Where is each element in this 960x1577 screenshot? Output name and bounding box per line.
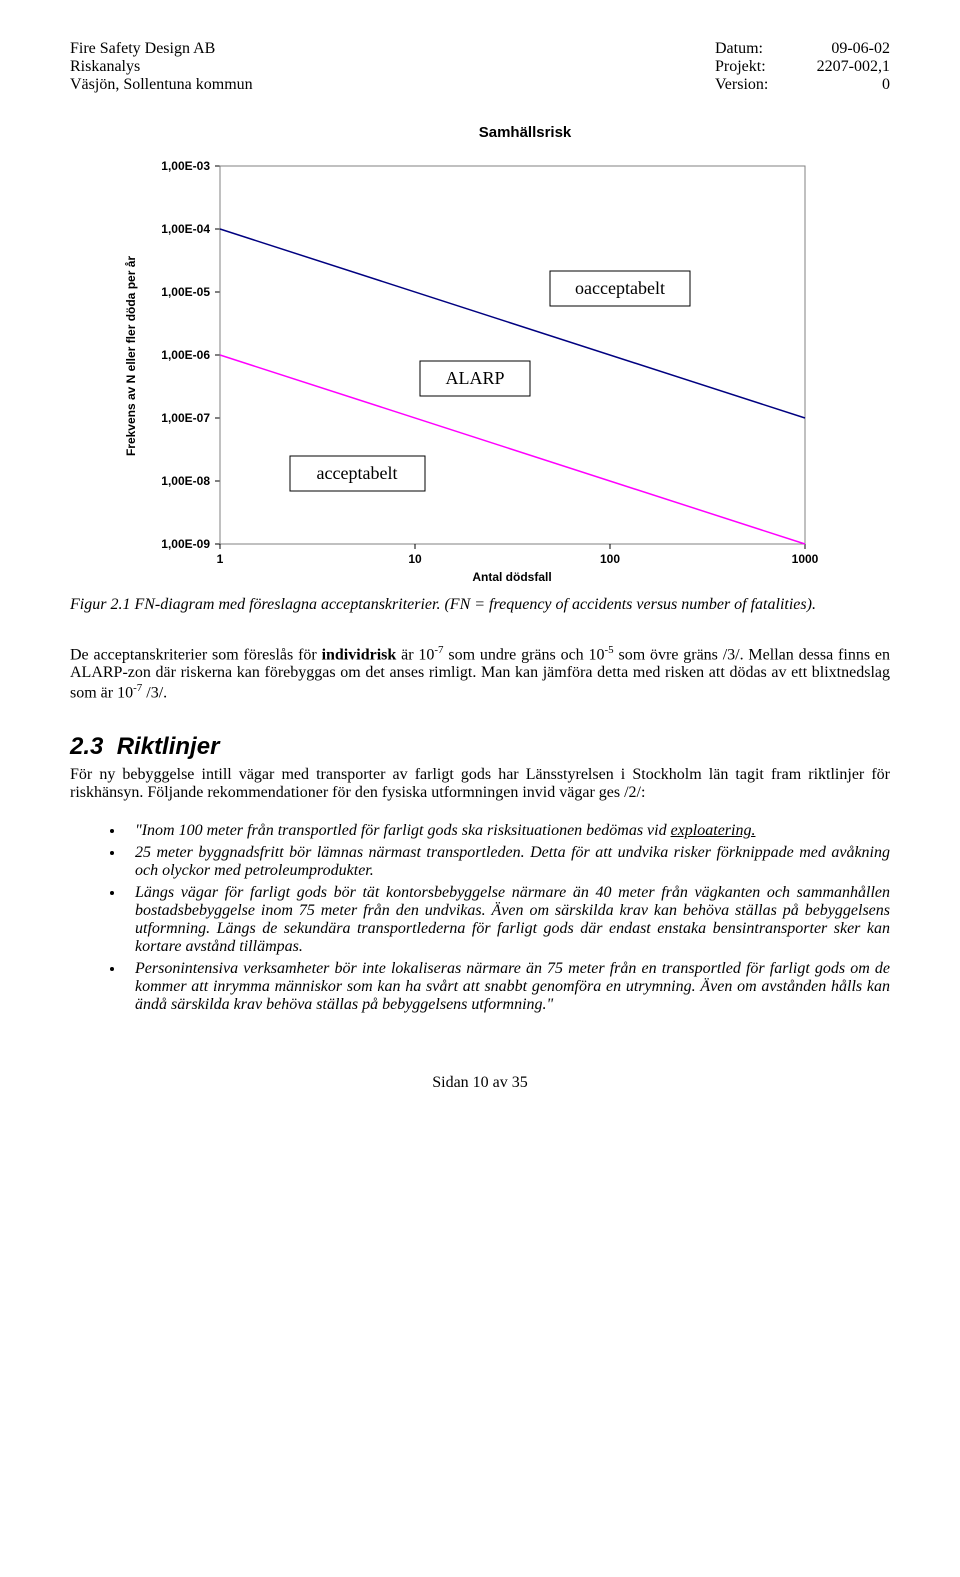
p1-t1: De acceptanskriterier som föreslås för <box>70 646 322 663</box>
header-right: Datum: 09-06-02 Projekt: 2207-002,1 Vers… <box>715 40 890 94</box>
y-tick: 1,00E-09 <box>161 537 210 551</box>
header-date: Datum: 09-06-02 <box>715 40 890 58</box>
bullet-underline: exploatering. <box>671 822 756 839</box>
location: Väsjön, Sollentuna kommun <box>70 76 253 94</box>
version-label: Version: <box>715 76 790 94</box>
oacceptabelt-label: oacceptabelt <box>575 278 665 298</box>
header-left: Fire Safety Design AB Riskanalys Väsjön,… <box>70 40 253 94</box>
figure-caption: Figur 2.1 FN-diagram med föreslagna acce… <box>70 596 890 614</box>
y-tick: 1,00E-04 <box>161 222 210 236</box>
paragraph-acceptance-criteria: De acceptanskriterier som föreslås för i… <box>70 644 890 703</box>
p1-sup1: -7 <box>434 644 443 656</box>
section-number: 2.3 <box>70 733 103 760</box>
paragraph-riktlinjer: För ny bebyggelse intill vägar med trans… <box>70 766 890 802</box>
p1-bold: individrisk <box>322 646 397 663</box>
y-tick: 1,00E-07 <box>161 411 210 425</box>
chart-title: Samhällsrisk <box>160 124 890 141</box>
guidelines-list: "Inom 100 meter från transportled för fa… <box>70 822 890 1014</box>
x-axis-label: Antal dödsfall <box>472 570 551 584</box>
bullet-text: Personintensiva verksamheter bör inte lo… <box>135 960 890 1013</box>
page-footer: Sidan 10 av 35 <box>70 1074 890 1092</box>
y-tick: 1,00E-05 <box>161 285 210 299</box>
y-axis-label: Frekvens av N eller fler döda per år <box>124 256 138 456</box>
page: Fire Safety Design AB Riskanalys Väsjön,… <box>0 0 960 1132</box>
x-tick: 1000 <box>792 552 819 566</box>
acceptabelt-label: acceptabelt <box>317 463 398 483</box>
fn-chart: Samhällsrisk Frekvens av N eller fler dö… <box>120 124 890 586</box>
bullet-text: Längs vägar för farligt gods bör tät kon… <box>135 884 890 955</box>
y-tick: 1,00E-06 <box>161 348 210 362</box>
section-heading: 2.3 Riktlinjer <box>70 733 890 761</box>
date-value: 09-06-02 <box>790 40 890 58</box>
p1-t3: som undre gräns och 10 <box>444 646 605 663</box>
company-name: Fire Safety Design AB <box>70 40 253 58</box>
list-item: "Inom 100 meter från transportled för fa… <box>125 822 890 840</box>
project-label: Projekt: <box>715 58 790 76</box>
doc-type: Riskanalys <box>70 58 253 76</box>
y-tick: 1,00E-03 <box>161 159 210 173</box>
list-item: Personintensiva verksamheter bör inte lo… <box>125 960 890 1014</box>
p1-sup2: -5 <box>605 644 614 656</box>
bullet-text: 25 meter byggnadsfritt bör lämnas närmas… <box>135 844 890 879</box>
x-tick: 100 <box>600 552 620 566</box>
version-value: 0 <box>790 76 890 94</box>
x-tick: 1 <box>217 552 224 566</box>
p1-sup3: -7 <box>133 682 142 694</box>
alarp-label: ALARP <box>445 368 504 388</box>
section-title: Riktlinjer <box>117 733 220 760</box>
list-item: Längs vägar för farligt gods bör tät kon… <box>125 884 890 956</box>
chart-svg: Frekvens av N eller fler döda per år 1,0… <box>120 156 840 586</box>
x-tick: 10 <box>408 552 422 566</box>
list-item: 25 meter byggnadsfritt bör lämnas närmas… <box>125 844 890 880</box>
header-project: Projekt: 2207-002,1 <box>715 58 890 76</box>
p1-t5: /3/. <box>142 685 167 702</box>
project-value: 2207-002,1 <box>790 58 890 76</box>
y-tick: 1,00E-08 <box>161 474 210 488</box>
header-version: Version: 0 <box>715 76 890 94</box>
p1-t2: är 10 <box>396 646 434 663</box>
date-label: Datum: <box>715 40 790 58</box>
page-header: Fire Safety Design AB Riskanalys Väsjön,… <box>70 40 890 94</box>
bullet-text: "Inom 100 meter från transportled för fa… <box>135 822 671 839</box>
